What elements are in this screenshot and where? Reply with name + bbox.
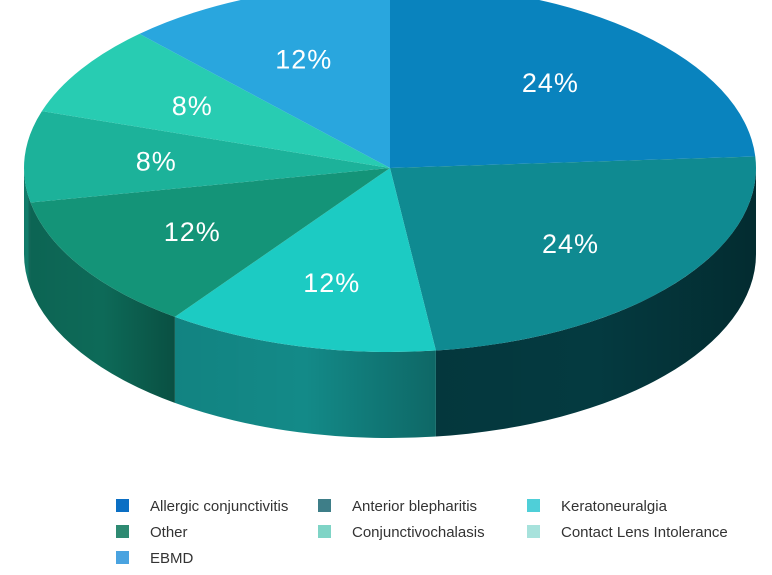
legend-item-conjunctivochalasis: Conjunctivochalasis xyxy=(318,524,485,541)
legend: Allergic conjunctivitis Anterior blephari… xyxy=(116,498,728,567)
pie-label-other: 12% xyxy=(164,217,221,247)
legend-swatch-anterior-blepharitis xyxy=(318,499,331,512)
pie-label-keratoneuralgia: 12% xyxy=(303,268,360,298)
pie-side-shade-anterior-blepharitis xyxy=(435,168,756,437)
pie-tops xyxy=(23,0,757,353)
pie-side-shade-conjunctivochalasis xyxy=(24,168,31,289)
legend-swatch-conjunctivochalasis xyxy=(318,525,331,538)
pie-side-shade-other xyxy=(30,202,175,403)
pie-sides xyxy=(24,168,756,439)
legend-item-ebmd: EBMD xyxy=(116,550,194,567)
pie-label-allergic-conjunctivitis: 24% xyxy=(522,68,579,98)
pie-label-ebmd: 12% xyxy=(275,45,332,75)
legend-swatch-ebmd xyxy=(116,551,129,564)
pie-slice-contact-lens-intolerance xyxy=(41,33,390,169)
legend-item-other: Other xyxy=(116,524,188,541)
pie-slice-allergic-conjunctivitis xyxy=(390,0,756,168)
legend-swatch-other xyxy=(116,525,129,538)
pie-slice-other xyxy=(30,168,390,317)
pie-labels: 24% 24% 12% 12% 8% 8% 12% xyxy=(136,45,599,299)
legend-label-ebmd: EBMD xyxy=(150,550,194,567)
legend-swatch-allergic-conjunctivitis xyxy=(116,499,129,512)
pie-side-shade-keratoneuralgia xyxy=(174,316,436,439)
legend-item-contact-lens-intolerance: Contact Lens Intolerance xyxy=(527,524,728,541)
legend-label-keratoneuralgia: Keratoneuralgia xyxy=(561,498,668,515)
legend-label-allergic-conjunctivitis: Allergic conjunctivitis xyxy=(150,498,288,515)
legend-item-anterior-blepharitis: Anterior blepharitis xyxy=(318,498,477,515)
pie-slice-anterior-blepharitis xyxy=(390,156,757,351)
pie-label-anterior-blepharitis: 24% xyxy=(542,229,599,259)
legend-label-contact-lens-intolerance: Contact Lens Intolerance xyxy=(561,524,728,541)
legend-label-anterior-blepharitis: Anterior blepharitis xyxy=(352,498,477,515)
pie-slice-conjunctivochalasis xyxy=(23,111,390,203)
legend-label-conjunctivochalasis: Conjunctivochalasis xyxy=(352,524,485,541)
pie-slice-ebmd xyxy=(139,0,390,168)
legend-swatch-contact-lens-intolerance xyxy=(527,525,540,538)
pie-label-conjunctivochalasis: 8% xyxy=(136,147,177,177)
legend-item-allergic-conjunctivitis: Allergic conjunctivitis xyxy=(116,498,288,515)
pie-slice-keratoneuralgia xyxy=(174,168,436,353)
pie-label-contact-lens-intolerance: 8% xyxy=(172,91,213,121)
legend-swatch-keratoneuralgia xyxy=(527,499,540,512)
legend-label-other: Other xyxy=(150,524,188,541)
legend-item-keratoneuralgia: Keratoneuralgia xyxy=(527,498,668,515)
